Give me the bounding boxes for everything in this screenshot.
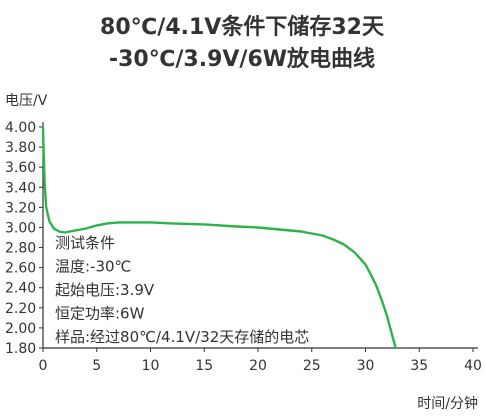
- discharge-curve: [41, 126, 397, 350]
- y-axis-label: 电压/V: [5, 93, 48, 109]
- x-tick-label: 20: [249, 358, 267, 374]
- y-tick-label: 3.00: [5, 220, 36, 236]
- x-tick-label: 30: [357, 358, 375, 374]
- x-tick-label: 0: [39, 358, 48, 374]
- x-tick-label: 25: [303, 358, 321, 374]
- chart-title-line-2: -30℃/3.9V/6W放电曲线: [109, 46, 375, 72]
- y-tick-label: 4.00: [5, 120, 36, 136]
- x-tick-label: 10: [142, 358, 160, 374]
- y-tick-label: 2.00: [5, 321, 36, 337]
- x-tick-label: 40: [464, 358, 482, 374]
- annotation-line: 起始电压:3.9V: [55, 281, 155, 299]
- chart-title-line-1: 80℃/4.1V条件下储存32天: [100, 14, 385, 40]
- y-tick-label: 3.60: [5, 160, 36, 176]
- y-tick-label: 2.20: [5, 301, 36, 317]
- y-tick-label: 2.60: [5, 261, 36, 277]
- x-axis-label: 时间/分钟: [417, 395, 478, 412]
- series-group: [41, 126, 397, 350]
- axes: [39, 122, 478, 352]
- y-tick-label: 1.80: [5, 341, 36, 357]
- annotation-line: 恒定功率:6W: [55, 305, 145, 323]
- annotation-line: 温度:-30℃: [55, 258, 131, 276]
- annotation-line: 测试条件: [55, 234, 115, 252]
- annotation-line: 样品:经过80℃/4.1V/32天存储的电芯: [55, 328, 309, 346]
- y-tick-label: 2.80: [5, 241, 36, 257]
- y-tick-label: 3.40: [5, 180, 36, 196]
- tick-labels: 0 5 10 15 20 25 30 35 40 4.00 3.80 3.60 3.40 3.20 3.00…: [5, 120, 482, 374]
- x-tick-label: 5: [92, 358, 101, 374]
- y-tick-label: 3.20: [5, 200, 36, 216]
- y-tick-label: 3.80: [5, 140, 36, 156]
- y-tick-label: 2.40: [5, 281, 36, 297]
- x-tick-label: 35: [410, 358, 428, 374]
- x-tick-label: 15: [195, 358, 213, 374]
